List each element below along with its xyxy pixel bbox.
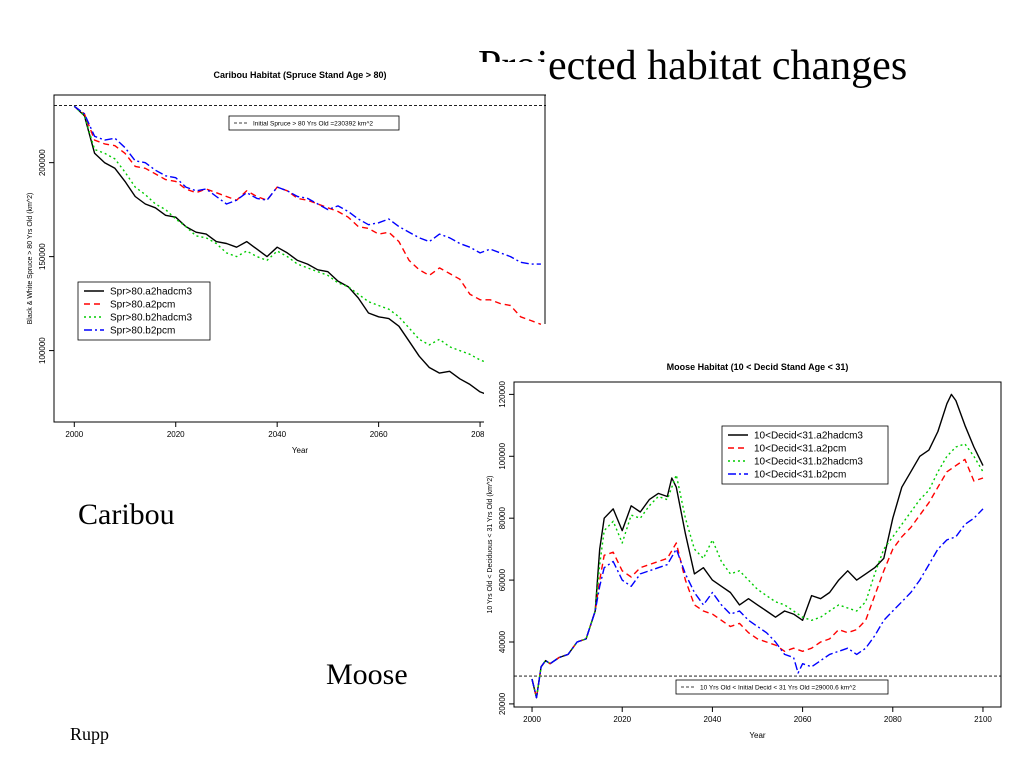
caribou-chart-title: Caribou Habitat (Spruce Stand Age > 80) [214, 70, 387, 80]
moose-series-line-2 [531, 458, 984, 699]
caribou-x-tick-label: 2000 [65, 430, 83, 439]
moose-legend-label-4: 10<Decid<31.b2pcm [754, 470, 846, 481]
caribou-legend-label-4: Spr>80.b2pcm [110, 326, 175, 337]
caribou-y-tick-label: 100000 [38, 337, 47, 364]
caribou-chart: Caribou Habitat (Spruce Stand Age > 80) 2… [0, 62, 546, 460]
moose-y-tick-label: 60000 [498, 568, 507, 591]
moose-y-tick-label: 120000 [498, 380, 507, 407]
caribou-series-line-2 [73, 105, 542, 325]
moose-x-tick-label: 2020 [613, 715, 631, 724]
caribou-x-axis-label: Year [292, 446, 309, 455]
moose-legend-label-1: 10<Decid<31.a2hadcm3 [754, 431, 863, 442]
moose-y-tick-label: 40000 [498, 630, 507, 653]
moose-x-tick-label: 2060 [794, 715, 812, 724]
caribou-series-line-4 [73, 105, 541, 265]
moose-y-tick-label: 20000 [498, 692, 507, 715]
caribou-series-line-1 [73, 105, 542, 402]
caribou-x-tick-label: 2080 [471, 430, 489, 439]
caribou-reference-legend-box [228, 115, 400, 131]
caribou-reference-legend-label: Initial Spruce > 80 Yrs Old =230392 km^2 [253, 121, 373, 128]
caribou-x-tick-label: 2040 [268, 430, 286, 439]
moose-x-tick-label: 2040 [704, 715, 722, 724]
moose-reference-legend-box [675, 679, 889, 695]
caribou-legend-label-3: Spr>80.b2hadcm3 [110, 313, 192, 324]
caribou-x-tick-label: 2060 [370, 430, 388, 439]
moose-y-axis-label: 10 Yrs Old < Deciduous < 31 Yrs Old (km^… [487, 475, 494, 613]
caribou-y-tick-label: 150000 [38, 243, 47, 270]
caribou-label: Caribou [78, 498, 175, 531]
moose-chart: Moose Habitat (10 < Decid Stand Age < 31… [484, 352, 1010, 748]
moose-legend-box [721, 425, 889, 485]
moose-y-tick-label: 100000 [498, 442, 507, 469]
moose-plot-frame [513, 381, 1002, 708]
caribou-legend-label-2: Spr>80.a2pcm [110, 300, 175, 311]
caribou-plot-frame [53, 94, 546, 423]
moose-legend-label-3: 10<Decid<31.b2hadcm3 [754, 457, 863, 468]
moose-chart-title: Moose Habitat (10 < Decid Stand Age < 31… [667, 362, 849, 372]
moose-legend-label-2: 10<Decid<31.a2pcm [754, 444, 846, 455]
slide-title: Projected habitat changes [478, 43, 908, 89]
moose-y-tick-label: 80000 [498, 507, 507, 530]
moose-x-axis-label: Year [749, 731, 766, 740]
moose-x-tick-label: 2080 [884, 715, 902, 724]
caribou-legend-label-1: Spr>80.a2hadcm3 [110, 287, 192, 298]
caribou-y-axis-label: Black & White Spruce > 80 Yrs Old (km^2) [27, 193, 34, 325]
moose-series-line-4 [531, 508, 984, 699]
moose-x-tick-label: 2000 [523, 715, 541, 724]
credit: Rupp [70, 724, 110, 744]
moose-reference-legend-label: 10 Yrs Old < Initial Decid < 31 Yrs Old … [700, 685, 856, 692]
moose-x-tick-label: 2100 [974, 715, 992, 724]
caribou-y-tick-label: 200000 [38, 149, 47, 176]
caribou-x-tick-label: 2020 [167, 430, 185, 439]
moose-series-line-1 [531, 393, 984, 699]
moose-label: Moose [326, 658, 408, 691]
